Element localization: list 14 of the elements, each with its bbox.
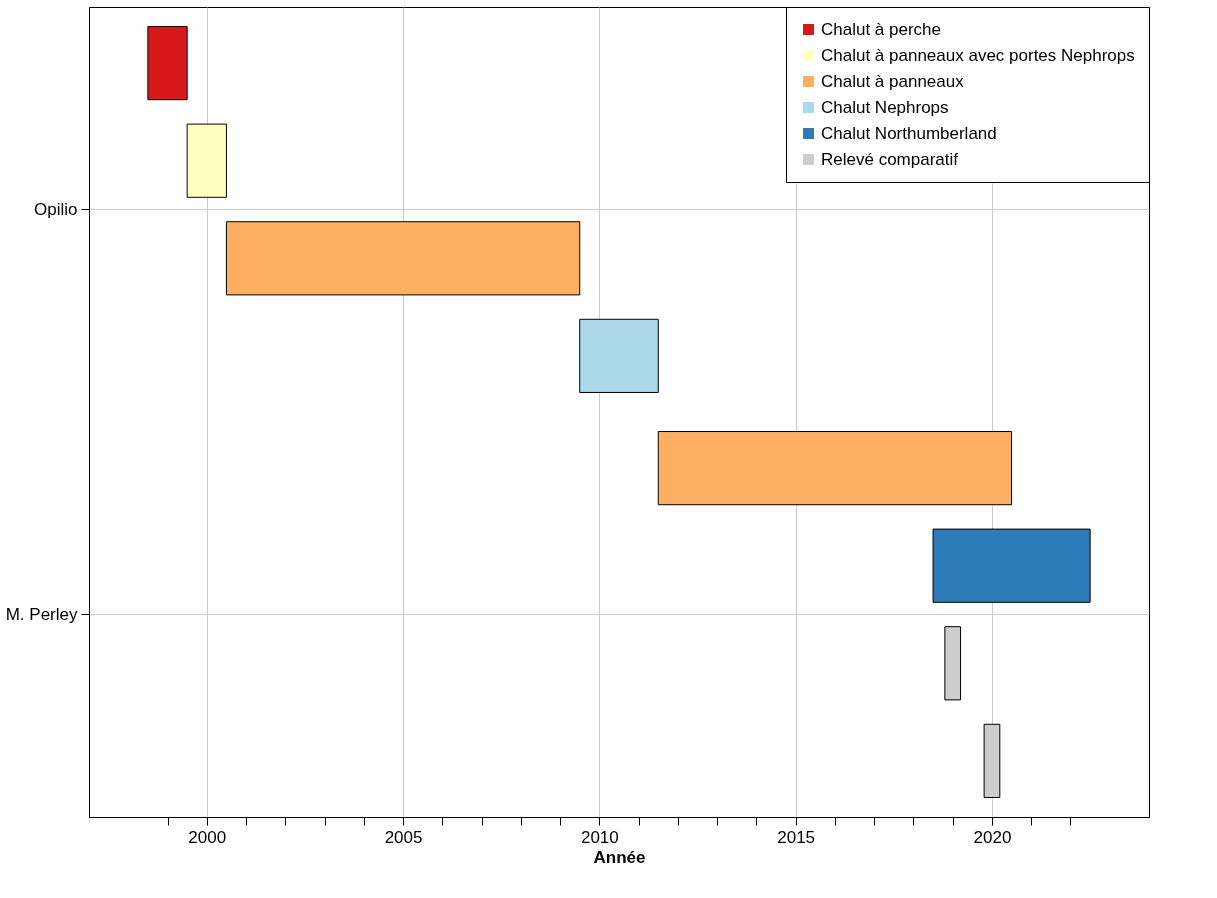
- y-tick-label: Opilio: [34, 199, 78, 219]
- x-tick-label: 2000: [188, 827, 227, 847]
- legend-label: Chalut à panneaux avec portes Nephrops: [821, 45, 1135, 65]
- legend-label: Chalut Northumberland: [821, 123, 997, 143]
- y-tick-label: M. Perley: [5, 604, 78, 624]
- x-tick-label: 2020: [973, 827, 1012, 847]
- legend-label: Chalut Nephrops: [821, 97, 949, 117]
- x-tick-label: 2010: [580, 827, 619, 847]
- x-tick-label: 2015: [777, 827, 816, 847]
- x-tick-label: 2005: [384, 827, 423, 847]
- x-axis-title: Année: [593, 847, 646, 867]
- legend-label: Chalut à panneaux: [821, 71, 965, 91]
- legend-label: Chalut à perche: [821, 19, 942, 39]
- legend-label: Relevé comparatif: [821, 149, 959, 169]
